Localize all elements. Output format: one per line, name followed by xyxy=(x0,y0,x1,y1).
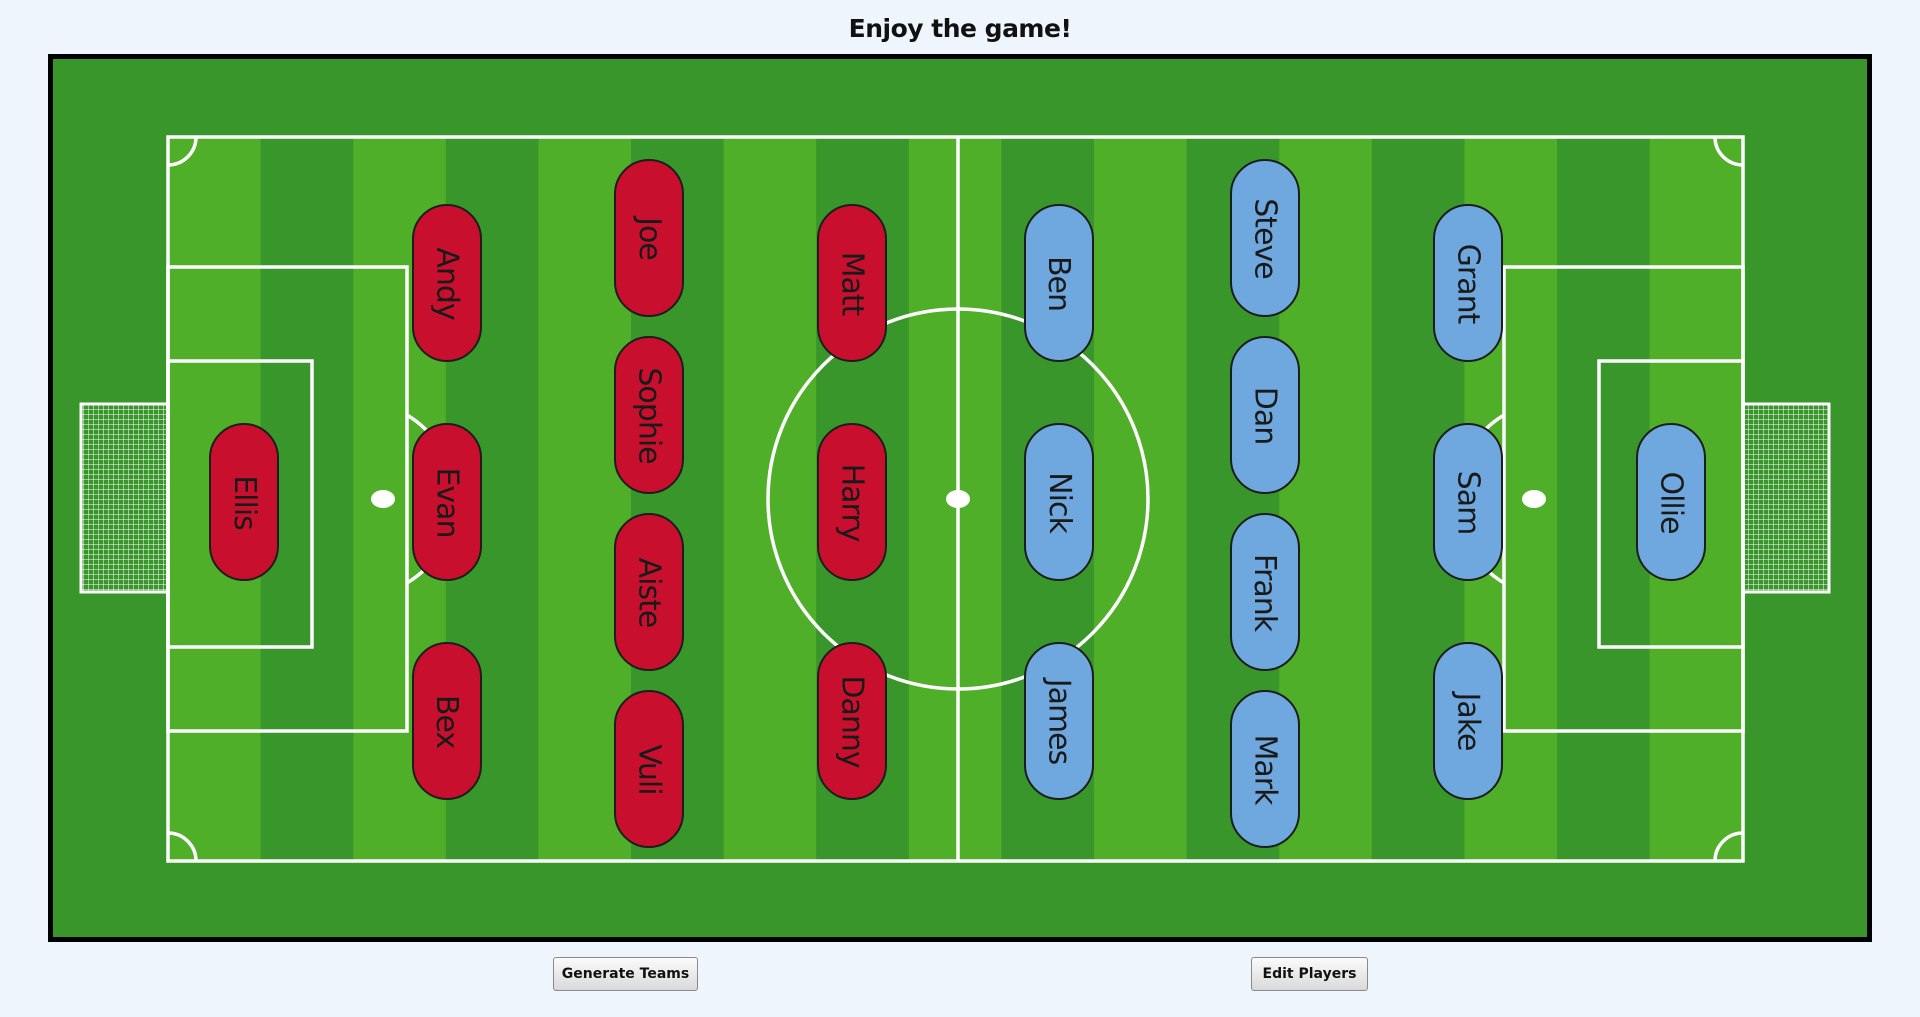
player-dan[interactable]: Dan xyxy=(1230,336,1300,494)
player-name: James xyxy=(1041,678,1077,764)
player-sophie[interactable]: Sophie xyxy=(614,336,684,494)
right-goal xyxy=(1741,402,1831,594)
pitch-markings xyxy=(79,135,1831,863)
player-aiste[interactable]: Aiste xyxy=(614,513,684,671)
edit-players-button[interactable]: Edit Players xyxy=(1251,957,1368,991)
player-name: Harry xyxy=(834,463,870,541)
player-name: Ben xyxy=(1041,255,1077,311)
player-name: Danny xyxy=(834,674,870,768)
player-name: Andy xyxy=(429,246,465,320)
pitch-frame: Ellis Andy Evan Bex Joe Sophie Aiste Vul… xyxy=(48,54,1872,942)
player-frank[interactable]: Frank xyxy=(1230,513,1300,671)
player-harry[interactable]: Harry xyxy=(817,423,887,581)
player-sam[interactable]: Sam xyxy=(1433,423,1503,581)
player-name: Joe xyxy=(631,216,667,260)
player-name: Evan xyxy=(429,466,465,538)
player-ben[interactable]: Ben xyxy=(1024,204,1094,362)
player-evan[interactable]: Evan xyxy=(412,423,482,581)
player-bex[interactable]: Bex xyxy=(412,642,482,800)
player-name: Frank xyxy=(1247,553,1283,631)
football-pitch: Ellis Andy Evan Bex Joe Sophie Aiste Vul… xyxy=(53,59,1867,937)
player-james[interactable]: James xyxy=(1024,642,1094,800)
player-name: Matt xyxy=(834,251,870,315)
player-andy[interactable]: Andy xyxy=(412,204,482,362)
player-joe[interactable]: Joe xyxy=(614,159,684,317)
player-name: Ellis xyxy=(226,474,262,530)
player-name: Sam xyxy=(1450,470,1486,534)
player-name: Mark xyxy=(1247,734,1283,804)
player-name: Jake xyxy=(1450,692,1486,750)
player-ellis[interactable]: Ellis xyxy=(209,423,279,581)
player-matt[interactable]: Matt xyxy=(817,204,887,362)
player-name: Grant xyxy=(1450,243,1486,323)
player-name: Dan xyxy=(1247,386,1283,444)
player-name: Ollie xyxy=(1653,470,1689,534)
player-name: Steve xyxy=(1247,197,1283,279)
player-mark[interactable]: Mark xyxy=(1230,690,1300,848)
player-name: Bex xyxy=(429,694,465,748)
player-ollie[interactable]: Ollie xyxy=(1636,423,1706,581)
player-vuli[interactable]: Vuli xyxy=(614,690,684,848)
player-name: Aiste xyxy=(631,557,667,627)
player-nick[interactable]: Nick xyxy=(1024,423,1094,581)
left-goal xyxy=(79,402,170,594)
player-jake[interactable]: Jake xyxy=(1433,642,1503,800)
player-steve[interactable]: Steve xyxy=(1230,159,1300,317)
player-grant[interactable]: Grant xyxy=(1433,204,1503,362)
player-name: Sophie xyxy=(631,366,667,464)
page-title: Enjoy the game! xyxy=(848,14,1072,43)
player-name: Nick xyxy=(1041,471,1077,533)
player-name: Vuli xyxy=(631,743,667,795)
player-danny[interactable]: Danny xyxy=(817,642,887,800)
generate-teams-button[interactable]: Generate Teams xyxy=(553,957,698,991)
